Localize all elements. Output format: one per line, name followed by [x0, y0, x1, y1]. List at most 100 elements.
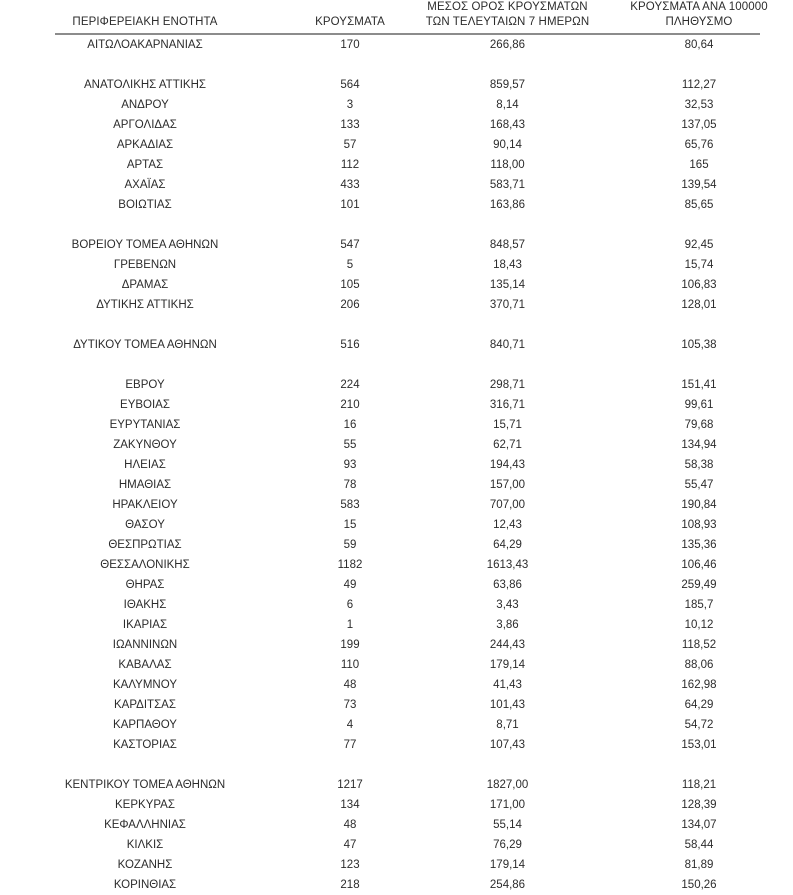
cell-regional-unit: ΖΑΚΥΝΘΟΥ [113, 439, 177, 451]
cell-regional-unit: ΗΜΑΘΙΑΣ [118, 479, 172, 491]
cell-regional-unit: ΒΟΡΕΙΟΥ ΤΟΜΕΑ ΑΘΗΝΩΝ [71, 239, 219, 251]
cell-cases: 49 [343, 579, 357, 591]
cell-cases-per-100000: 137,05 [681, 119, 717, 131]
cell-seven-day-average: 316,71 [489, 399, 526, 411]
table-spacer-cell [0, 355, 290, 375]
cell-cases: 224 [340, 379, 360, 391]
cell-cases: 101 [340, 199, 360, 211]
cell-cases-per-100000: 134,07 [681, 819, 717, 831]
cell-cases-per-100000: 10,12 [684, 619, 714, 631]
cell-cases-per-100000: 135,36 [681, 539, 717, 551]
cell-cases-per-100000: 112,27 [681, 79, 717, 91]
cell-regional-unit: ΚΕΝΤΡΙΚΟΥ ΤΟΜΕΑ ΑΘΗΝΩΝ [64, 779, 226, 791]
cell-cases: 1182 [337, 559, 363, 571]
cell-cases: 4 [346, 719, 354, 731]
cell-regional-unit: ΕΥΒΟΙΑΣ [120, 399, 170, 411]
cell-regional-unit: ΑΡΤΑΣ [126, 159, 164, 171]
cell-cases-per-100000: 128,39 [681, 799, 717, 811]
table-row: ΑΧΑΪΑΣ 433 583,71 139,54 [0, 175, 793, 195]
cell-seven-day-average: 8,14 [496, 99, 519, 111]
cell-cases-per-100000: 85,65 [684, 199, 714, 211]
cell-regional-unit: ΙΘΑΚΗΣ [123, 599, 167, 611]
cell-cases: 59 [343, 539, 357, 551]
cell-cases-per-100000: 54,72 [684, 719, 714, 731]
table-row: ΘΕΣΠΡΩΤΙΑΣ 59 64,29 135,36 [0, 535, 793, 555]
cell-seven-day-average: 244,43 [489, 639, 526, 651]
cell-seven-day-average: 12,43 [493, 519, 522, 531]
cell-cases-per-100000: 150,26 [681, 879, 717, 891]
cell-seven-day-average: 168,43 [489, 119, 526, 131]
table-row: ΚΕΡΚΥΡΑΣ 134 171,00 128,39 [0, 795, 793, 815]
table-spacer-cell [0, 215, 290, 235]
cell-cases: 48 [343, 819, 357, 831]
cell-cases-per-100000: 64,29 [684, 699, 714, 711]
table-spacer-cell [410, 355, 605, 375]
cell-seven-day-average: 1613,43 [486, 559, 529, 571]
table-spacer-cell [605, 755, 793, 775]
cell-cases: 55 [343, 439, 357, 451]
cell-cases: 1217 [337, 779, 363, 791]
cell-seven-day-average: 157,00 [489, 479, 526, 491]
cell-cases-per-100000: 128,01 [681, 299, 717, 311]
cell-seven-day-average: 163,86 [489, 199, 526, 211]
table-row: ΚΑΡΠΑΘΟΥ 4 8,71 54,72 [0, 715, 793, 735]
table-row: ΖΑΚΥΝΘΟΥ 55 62,71 134,94 [0, 435, 793, 455]
cell-cases: 206 [340, 299, 360, 311]
cell-cases-per-100000: 105,38 [681, 339, 717, 351]
table-row: ΙΚΑΡΙΑΣ 1 3,86 10,12 [0, 615, 793, 635]
column-header-seven-day-average-line2: ΤΩΝ ΤΕΛΕΥΤΑΙΩΝ 7 ΗΜΕΡΩΝ [425, 16, 590, 28]
column-header-cases-per-100000-line2: ΠΛΗΘΥΣΜΟ [665, 16, 733, 28]
cell-regional-unit: ΚΟΖΑΝΗΣ [117, 859, 173, 871]
cell-cases: 105 [340, 279, 360, 291]
table-row: ΙΘΑΚΗΣ 6 3,43 185,7 [0, 595, 793, 615]
table-spacer-row [0, 55, 793, 75]
cell-regional-unit: ΚΕΦΑΛΛΗΝΙΑΣ [104, 819, 186, 831]
cell-seven-day-average: 254,86 [489, 879, 526, 891]
cell-seven-day-average: 266,86 [489, 39, 526, 51]
table-spacer-cell [290, 215, 410, 235]
column-header-regional-unit-line2: ΠΕΡΙΦΕΡΕΙΑΚΗ ΕΝΟΤΗΤΑ [72, 16, 218, 28]
cell-regional-unit: ΔΡΑΜΑΣ [121, 279, 169, 291]
cell-cases-per-100000: 139,54 [681, 179, 717, 191]
cell-cases-per-100000: 259,49 [681, 579, 717, 591]
cell-cases: 93 [343, 459, 357, 471]
cell-cases: 110 [340, 659, 360, 671]
table-spacer-cell [410, 55, 605, 75]
cell-seven-day-average: 135,14 [489, 279, 526, 291]
cell-cases-per-100000: 162,98 [681, 679, 717, 691]
table-spacer-cell [290, 315, 410, 335]
column-header-cases-per-100000: ΚΡΟΥΣΜΑΤΑ ΑΝΑ 100000 ΠΛΗΘΥΣΜΟ [605, 0, 793, 35]
cell-cases: 3 [346, 99, 354, 111]
cell-cases: 210 [340, 399, 360, 411]
cell-regional-unit: ΑΡΚΑΔΙΑΣ [116, 139, 174, 151]
cell-cases: 516 [340, 339, 360, 351]
table-spacer-row [0, 355, 793, 375]
cell-cases: 57 [343, 139, 357, 151]
table-row: ΚΟΡΙΝΘΙΑΣ 218 254,86 150,26 [0, 875, 793, 895]
cell-seven-day-average: 298,71 [489, 379, 526, 391]
table-spacer-cell [605, 355, 793, 375]
cell-seven-day-average: 107,43 [489, 739, 526, 751]
cell-regional-unit: ΓΡΕΒΕΝΩΝ [113, 259, 177, 271]
cell-regional-unit: ΙΩΑΝΝΙΝΩΝ [112, 639, 178, 651]
table-row: ΑΡΓΟΛΙΔΑΣ 133 168,43 137,05 [0, 115, 793, 135]
cell-seven-day-average: 179,14 [489, 859, 526, 871]
cell-cases: 564 [340, 79, 360, 91]
table-spacer-cell [410, 215, 605, 235]
cell-regional-unit: ΚΑΣΤΟΡΙΑΣ [113, 739, 177, 751]
table-row: ΚΕΦΑΛΛΗΝΙΑΣ 48 55,14 134,07 [0, 815, 793, 835]
cell-cases: 170 [340, 39, 360, 51]
table-row: ΒΟΡΕΙΟΥ ΤΟΜΕΑ ΑΘΗΝΩΝ 547 848,57 92,45 [0, 235, 793, 255]
table-spacer-cell [290, 55, 410, 75]
column-header-regional-unit: ΠΕΡΙΦΕΡΕΙΑΚΗ ΕΝΟΤΗΤΑ [0, 0, 290, 35]
cell-cases: 218 [340, 879, 360, 891]
table-row: ΓΡΕΒΕΝΩΝ 5 18,43 15,74 [0, 255, 793, 275]
cell-seven-day-average: 15,71 [493, 419, 522, 431]
cell-cases: 47 [343, 839, 357, 851]
cell-seven-day-average: 1827,00 [486, 779, 529, 791]
cell-cases: 15 [343, 519, 357, 531]
cell-regional-unit: ΚΟΡΙΝΘΙΑΣ [113, 879, 177, 891]
cell-cases: 77 [343, 739, 357, 751]
cell-cases: 5 [346, 259, 354, 271]
table-spacer-cell [410, 315, 605, 335]
